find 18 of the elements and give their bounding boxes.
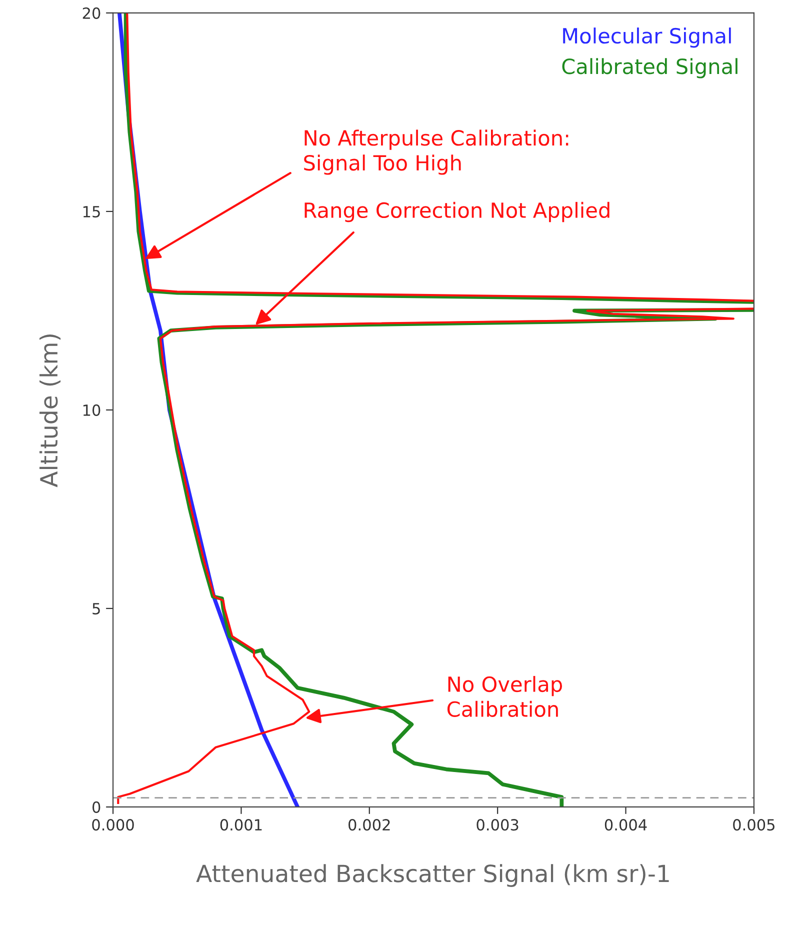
x-tick-label: 0.001 [220,819,262,831]
y-tick-label: 0 [92,801,100,813]
x-tick-label: 0.000 [92,819,134,831]
text: Molecular Signal [563,28,731,48]
y-tick-label: 15 [83,206,100,218]
x-tick-label: 0.004 [604,819,647,831]
annotation: Range Correction Not Applied [304,202,610,222]
annotation: No Afterpulse Calibration: Signal Too High [304,130,568,175]
y-axis-title: Altitude (km) [39,334,61,488]
y-tick-label: 5 [92,603,100,614]
x-axis-title: Attenuated Backscatter Signal (km sr)-1 [196,864,669,887]
annotation: No Overlap Calibration [447,676,562,717]
text: Calibrated Signal [562,58,738,78]
x-tick-label: 0.002 [348,819,390,831]
x-tick-label: 0.003 [476,819,518,831]
y-tick-label: 20 [82,7,100,19]
x-tick-label: 0.005 [733,819,774,831]
y-tick-label: 10 [83,404,100,416]
